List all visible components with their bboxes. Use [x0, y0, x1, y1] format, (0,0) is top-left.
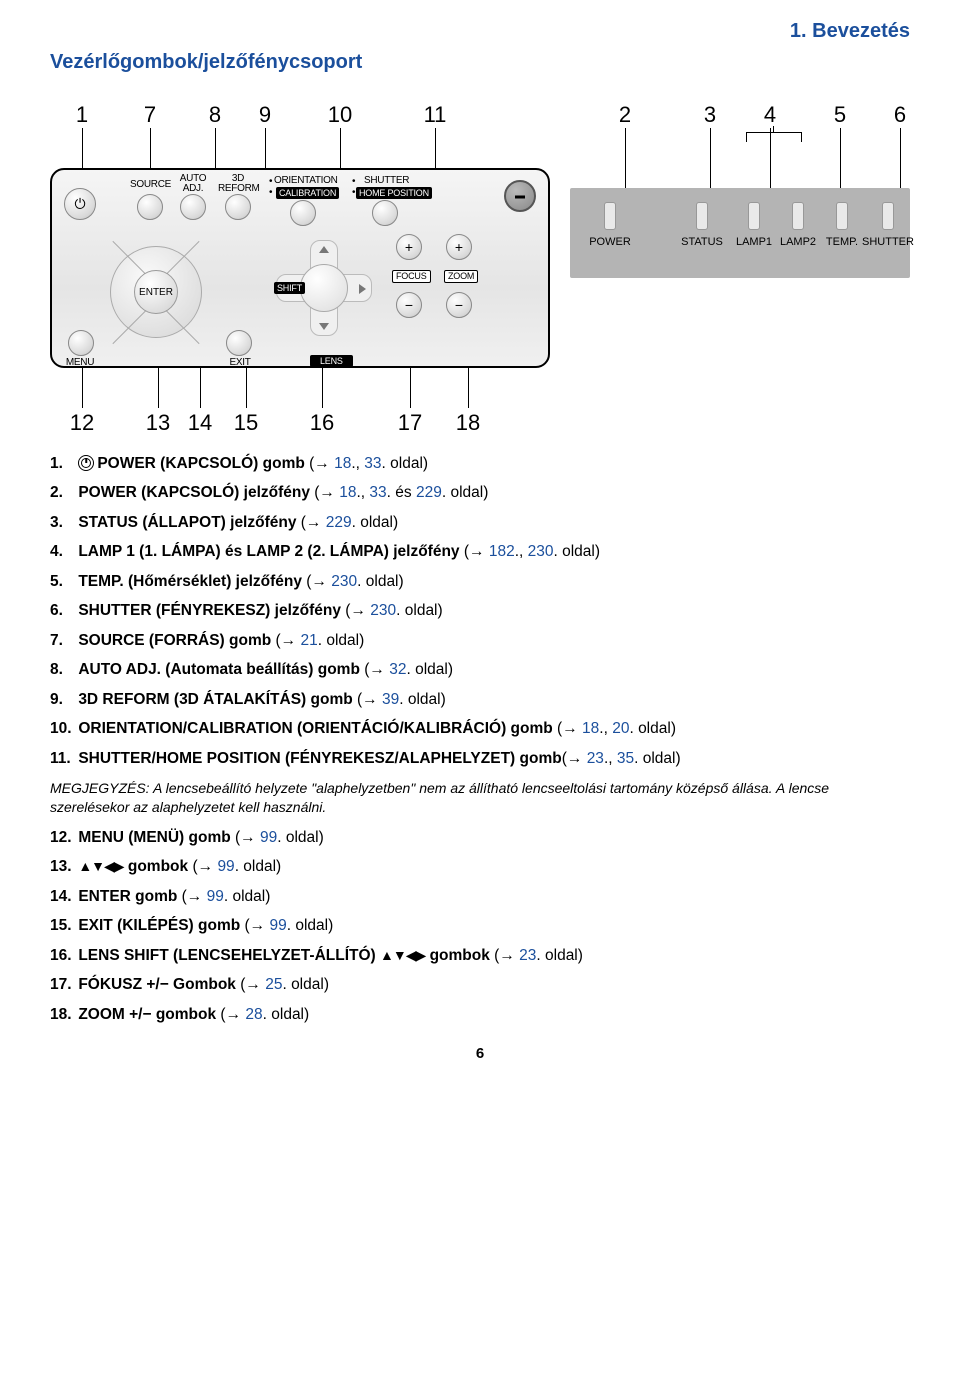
indicator-panel: POWERSTATUSLAMP1LAMP2TEMP.SHUTTER	[570, 188, 910, 278]
callout-7: 7	[144, 102, 156, 128]
led-indicator	[836, 202, 848, 230]
led-label: POWER	[589, 236, 631, 248]
shutter-home-button[interactable]	[372, 200, 398, 226]
dpad[interactable]: ENTER	[110, 246, 202, 338]
left-control-panel: ⏻ SOURCE AUTO ADJ. 3D REFORM ORIENTATION…	[50, 168, 550, 368]
feature-item: 8. AUTO ADJ. (Automata beállítás) gomb (…	[50, 658, 910, 682]
feature-item: 5. TEMP. (Hőmérséklet) jelzőfény (→ 230.…	[50, 570, 910, 594]
source-label: SOURCE	[130, 180, 170, 190]
focus-plus-button[interactable]: +	[396, 234, 422, 260]
callout-14: 14	[188, 410, 212, 436]
chapter-header: 1. Bevezetés	[50, 20, 910, 43]
orientation-label: ORIENTATION	[274, 176, 336, 186]
callout-13: 13	[146, 410, 170, 436]
callout-1: 1	[76, 102, 88, 128]
power-button[interactable]: ⏻	[64, 188, 96, 220]
callout-16: 16	[310, 410, 334, 436]
callout-4: 4	[764, 102, 776, 128]
source-button[interactable]	[137, 194, 163, 220]
exit-label: EXIT	[220, 358, 260, 368]
menu-button[interactable]	[68, 330, 94, 356]
auto-adj-button[interactable]	[180, 194, 206, 220]
feature-item: 17. FÓKUSZ +/− Gombok (→ 25. oldal)	[50, 973, 910, 997]
feature-item: 13. ▲▼◀▶ gombok (→ 99. oldal)	[50, 855, 910, 879]
exit-button[interactable]	[226, 330, 252, 356]
home-position-tag: HOME POSITION	[356, 187, 432, 199]
callout-11: 11	[424, 102, 447, 128]
callout-6: 6	[894, 102, 906, 128]
feature-item: 12. MENU (MENÜ) gomb (→ 99. oldal)	[50, 826, 910, 850]
led-indicator	[604, 202, 616, 230]
callout-2: 2	[619, 102, 631, 128]
feature-item: 3. STATUS (ÁLLAPOT) jelzőfény (→ 229. ol…	[50, 511, 910, 535]
callout-15: 15	[234, 410, 258, 436]
feature-item: 15. EXIT (KILÉPÉS) gomb (→ 99. oldal)	[50, 914, 910, 938]
led-indicator	[882, 202, 894, 230]
callout-18: 18	[456, 410, 480, 436]
led-indicator	[748, 202, 760, 230]
feature-item: 2. POWER (KAPCSOLÓ) jelzőfény (→ 18., 33…	[50, 481, 910, 505]
callout-5: 5	[834, 102, 846, 128]
shift-pad[interactable]: SHIFT	[276, 240, 372, 336]
callout-8: 8	[209, 102, 221, 128]
feature-item: 11. SHUTTER/HOME POSITION (FÉNYREKESZ/AL…	[50, 747, 910, 771]
led-label: TEMP.	[826, 236, 858, 248]
focus-minus-button[interactable]: −	[396, 292, 422, 318]
led-indicator	[792, 202, 804, 230]
auto-adj-label: AUTO ADJ.	[178, 174, 208, 194]
feature-item: 16. LENS SHIFT (LENCSEHELYZET-ÁLLÍTÓ) ▲▼…	[50, 944, 910, 968]
menu-label: MENU	[60, 358, 100, 368]
callout-12: 12	[70, 410, 94, 436]
zoom-tag: ZOOM	[444, 270, 478, 283]
orientation-calibration-button[interactable]	[290, 200, 316, 226]
zoom-minus-button[interactable]: −	[446, 292, 472, 318]
section-title: Vezérlőgombok/jelzőfénycsoport	[50, 51, 910, 74]
shift-tag: SHIFT	[274, 282, 305, 294]
note-text: MEGJEGYZÉS: A lencsebeállító helyzete "a…	[50, 779, 910, 815]
lens-tag: LENS	[310, 355, 353, 367]
led-indicator	[696, 202, 708, 230]
clamp-button[interactable]: ▬	[504, 180, 536, 212]
calibration-tag: CALIBRATION	[276, 187, 339, 199]
page-number: 6	[50, 1045, 910, 1062]
control-panel-diagram: 1789101123456 ⏻ SOURCE AUTO ADJ. 3D REFO…	[50, 102, 910, 442]
feature-item: 7. SOURCE (FORRÁS) gomb (→ 21. oldal)	[50, 629, 910, 653]
callout-17: 17	[398, 410, 422, 436]
callout-10: 10	[328, 102, 352, 128]
feature-item: 18. ZOOM +/− gombok (→ 28. oldal)	[50, 1003, 910, 1027]
feature-item: 4. LAMP 1 (1. LÁMPA) és LAMP 2 (2. LÁMPA…	[50, 540, 910, 564]
3d-reform-button[interactable]	[225, 194, 251, 220]
led-label: STATUS	[681, 236, 723, 248]
callout-3: 3	[704, 102, 716, 128]
feature-item: 9. 3D REFORM (3D ÁTALAKÍTÁS) gomb (→ 39.…	[50, 688, 910, 712]
shutter-label: SHUTTER	[364, 176, 408, 186]
feature-item: 1. POWER (KAPCSOLÓ) gomb (→ 18., 33. old…	[50, 452, 910, 476]
feature-item: 10. ORIENTATION/CALIBRATION (ORIENTÁCIÓ/…	[50, 717, 910, 741]
led-label: SHUTTER	[862, 236, 914, 248]
enter-button[interactable]: ENTER	[134, 270, 178, 314]
led-label: LAMP2	[780, 236, 816, 248]
callout-9: 9	[259, 102, 271, 128]
led-label: LAMP1	[736, 236, 772, 248]
feature-item: 14. ENTER gomb (→ 99. oldal)	[50, 885, 910, 909]
feature-item: 6. SHUTTER (FÉNYREKESZ) jelzőfény (→ 230…	[50, 599, 910, 623]
3d-reform-label: 3D REFORM	[218, 174, 258, 194]
feature-list-1: 1. POWER (KAPCSOLÓ) gomb (→ 18., 33. old…	[50, 452, 910, 771]
feature-list-2: 12. MENU (MENÜ) gomb (→ 99. oldal) 13. ▲▼…	[50, 826, 910, 1027]
power-icon	[78, 455, 94, 471]
zoom-plus-button[interactable]: +	[446, 234, 472, 260]
focus-tag: FOCUS	[392, 270, 431, 283]
